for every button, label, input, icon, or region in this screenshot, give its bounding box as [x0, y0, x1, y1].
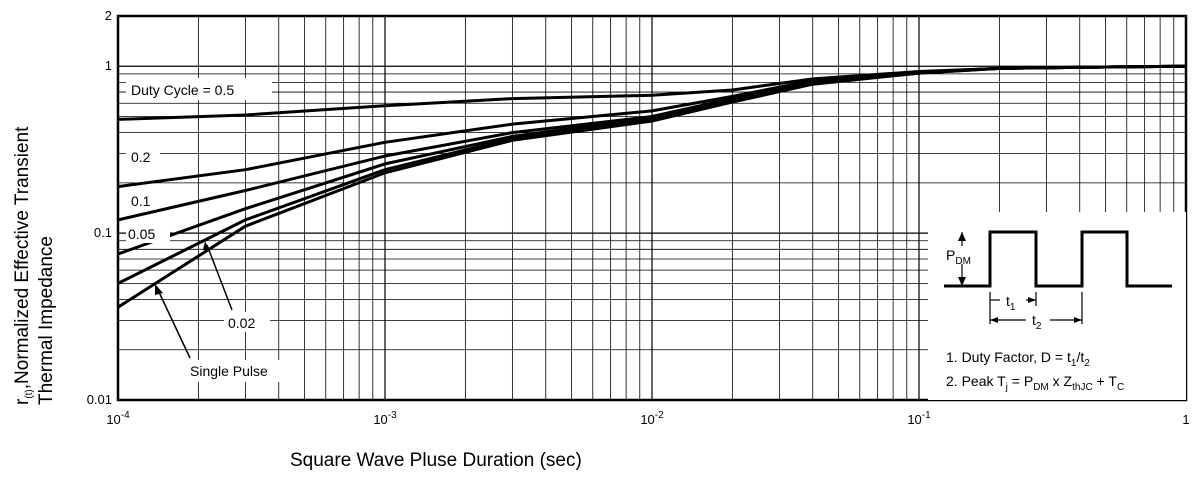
- y-tick-label: 2: [105, 8, 112, 23]
- x-tick-labels: 10-4 10-3 10-2 10-1 1: [106, 410, 1189, 427]
- x-tick-label: 10-1: [907, 410, 931, 427]
- arrowhead-single-pulse: [155, 284, 163, 295]
- series-label-0.05: 0.05: [128, 226, 155, 242]
- x-tick-label: 10-3: [373, 410, 397, 427]
- y-tick-label: 1: [105, 58, 112, 73]
- x-tick-label: 10-2: [640, 410, 664, 427]
- x-tick-label: 10-4: [106, 410, 130, 427]
- pulse-waveform: [944, 230, 1172, 288]
- t1-label: t1: [1006, 293, 1016, 313]
- note-peak-tj: 2. Peak Tj = PDM x ZthJC + TC: [946, 373, 1124, 393]
- leader-0.02: [206, 244, 233, 311]
- series-labels: Duty Cycle = 0.5 0.2 0.1 0.05 0.02 Singl…: [126, 78, 290, 382]
- series-line-5: [117, 64, 1187, 309]
- y-tick-labels: 0.01 0.1 1 2: [87, 8, 112, 407]
- series-label-0.2: 0.2: [131, 149, 151, 165]
- series-label-0.02: 0.02: [228, 315, 255, 331]
- y-axis-title-line2: Thermal Impedance: [36, 236, 57, 405]
- t2-label: t2: [1032, 312, 1042, 332]
- x-axis-title: Square Wave Pluse Duration (sec): [290, 450, 582, 471]
- note-duty-factor: 1. Duty Factor, D = t1/t2: [946, 349, 1090, 369]
- series-label-duty-0.5: Duty Cycle = 0.5: [131, 82, 234, 98]
- pdm-label: PDM: [946, 247, 971, 267]
- plot-frame: [116, 14, 1188, 402]
- leader-single-pulse: [157, 289, 191, 359]
- chart-series: [117, 64, 1187, 309]
- y-tick-label: 0.1: [94, 225, 112, 240]
- x-tick-label: 1: [1182, 412, 1189, 427]
- arrowhead-0.02: [203, 241, 210, 251]
- y-axis-title-line1: r(t),Normalized Effective Transient: [12, 126, 35, 405]
- inset-legend: PDM t1 t2 1. Duty Factor, D = t1/t2 2. P…: [928, 212, 1186, 400]
- y-tick-label: 0.01: [87, 392, 112, 407]
- series-label-0.1: 0.1: [131, 193, 151, 209]
- series-label-single-pulse: Single Pulse: [190, 363, 268, 379]
